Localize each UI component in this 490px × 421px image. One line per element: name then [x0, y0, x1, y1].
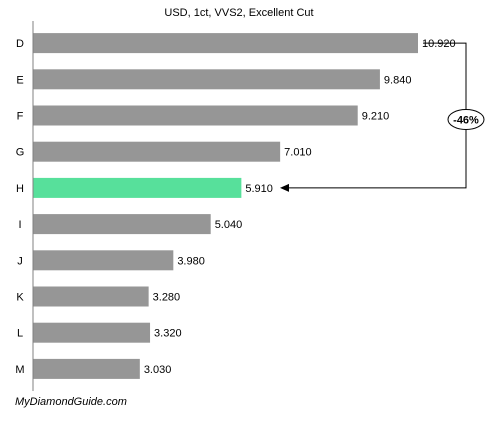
value-label-E: 9.840	[384, 74, 412, 86]
annotation-arrowhead	[280, 183, 289, 192]
category-label-J: J	[17, 255, 23, 267]
value-label-G: 7.010	[284, 147, 312, 159]
value-label-K: 3.280	[153, 292, 181, 304]
category-label-L: L	[17, 328, 23, 340]
annotation-label: -46%	[453, 115, 479, 127]
source-credit: MyDiamondGuide.com	[15, 396, 127, 408]
category-label-D: D	[16, 38, 24, 50]
bar-H	[33, 177, 242, 198]
bar-K	[33, 286, 149, 307]
value-label-M: 3.030	[144, 364, 172, 376]
category-label-I: I	[18, 219, 21, 231]
category-label-H: H	[16, 183, 24, 195]
bars-layer: D 10.920 E 9.840 F 9.210 G 7.010 H 5.910 I 5.040 J 3.…	[15, 33, 456, 379]
bar-I	[33, 214, 211, 235]
bar-G	[33, 141, 281, 162]
category-label-G: G	[16, 147, 25, 159]
value-label-L: 3.320	[154, 328, 182, 340]
bar-J	[33, 250, 174, 271]
category-label-M: M	[15, 364, 24, 376]
value-label-D: 10.920	[422, 38, 456, 50]
chart-title: USD, 1ct, VVS2, Excellent Cut	[164, 7, 313, 19]
annotation-oval	[447, 109, 485, 130]
bar-E	[33, 69, 380, 90]
bar-L	[33, 322, 151, 343]
bar-M	[33, 358, 140, 379]
value-label-H: 5.910	[245, 183, 273, 195]
category-label-F: F	[17, 111, 24, 123]
category-label-E: E	[16, 74, 23, 86]
annotation-layer: -46%	[280, 42, 485, 192]
bar-F	[33, 105, 358, 126]
bar-D	[33, 33, 418, 54]
value-label-I: 5.040	[215, 219, 243, 231]
value-label-F: 9.210	[362, 111, 390, 123]
value-label-J: 3.980	[177, 255, 205, 267]
category-label-K: K	[16, 292, 24, 304]
